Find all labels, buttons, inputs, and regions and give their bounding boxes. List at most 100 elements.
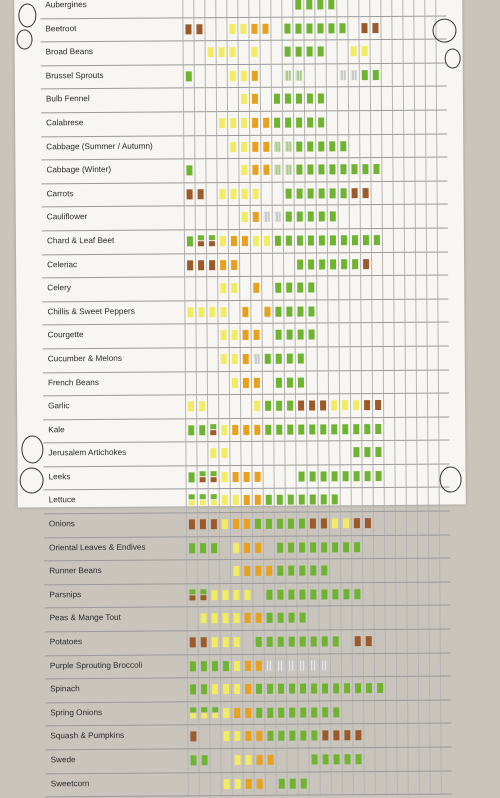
- grid-cell: [293, 111, 305, 135]
- grid-cell: [263, 583, 275, 607]
- grid-cell: [227, 206, 239, 230]
- grid-cell: [293, 158, 305, 182]
- activity-mark: [189, 589, 196, 595]
- grid-cell: [216, 230, 229, 253]
- grid-cell: [380, 63, 392, 87]
- activity-mark: [256, 754, 263, 765]
- activity-mark: [209, 259, 216, 270]
- grid-cell: [348, 229, 361, 252]
- table-row: Cabbage (Winter): [41, 157, 448, 185]
- activity-mark: [355, 730, 362, 741]
- activity-mark: [190, 707, 197, 713]
- activity-mark: [234, 778, 241, 789]
- grid-cell: [216, 182, 228, 206]
- grid-cell: [405, 393, 417, 417]
- grid-cell: [205, 135, 217, 159]
- grid-cell: [259, 40, 271, 64]
- grid-cell: [381, 158, 393, 181]
- activity-mark: [331, 518, 338, 529]
- table-row: Lettuce: [43, 488, 450, 515]
- grid-cell: [337, 205, 349, 229]
- grid-cell: [250, 253, 262, 277]
- grid-cell: [415, 370, 428, 393]
- grid-cell: [427, 417, 439, 440]
- activity-mark: [199, 500, 206, 506]
- activity-mark: [329, 188, 336, 199]
- grid-cell: [220, 701, 232, 725]
- grid-cell: [261, 324, 273, 347]
- grid-cell: [385, 700, 397, 724]
- activity-mark: [231, 283, 238, 294]
- grid-cell: [306, 418, 318, 441]
- activity-mark: [274, 164, 281, 175]
- grid-cell: [274, 654, 286, 677]
- leaf-drawing-bottom-right: [439, 466, 462, 493]
- activity-mark: [322, 730, 329, 741]
- grid-cell: [229, 513, 241, 536]
- grid-cell: [319, 771, 331, 795]
- activity-mark: [188, 519, 195, 530]
- activity-mark: [274, 141, 281, 152]
- activity-mark: [300, 707, 307, 718]
- activity-mark: [273, 94, 280, 105]
- grid-cell: [294, 323, 306, 347]
- grid-cell: [337, 181, 349, 205]
- grid-cell: [193, 17, 205, 41]
- activity-mark: [197, 235, 204, 241]
- table-row: Leeks: [43, 464, 450, 491]
- grid-cell: [427, 535, 440, 558]
- grid-cell: [372, 512, 384, 535]
- grid-cell: [197, 584, 209, 607]
- activity-mark: [318, 117, 325, 128]
- grid-cell: [336, 16, 348, 40]
- activity-mark: [231, 330, 238, 341]
- grid-cell: [314, 16, 326, 40]
- activity-mark: [276, 400, 283, 411]
- grid-cell: [358, 63, 370, 87]
- table-row: Purple Sprouting Broccoli: [44, 653, 451, 680]
- activity-mark: [243, 495, 250, 506]
- grid-cell: [373, 606, 385, 630]
- grid-cell: [327, 347, 339, 370]
- activity-mark: [308, 306, 315, 317]
- activity-mark: [253, 377, 260, 388]
- grid-cell: [383, 417, 395, 441]
- grid-cell: [242, 701, 254, 725]
- activity-mark: [332, 589, 339, 600]
- vegetable-table: Aubergines Beetroot Broad Beans Brussel Spr…: [40, 0, 452, 798]
- grid-cell: [326, 111, 338, 134]
- grid-cell: [360, 370, 373, 394]
- grid-cell: [350, 512, 362, 535]
- grid-cell: [207, 466, 219, 489]
- grid-cell: [326, 205, 338, 229]
- grid-cell: [218, 465, 230, 489]
- grid-cell: [350, 535, 363, 559]
- grid-cell: [226, 64, 238, 88]
- grid-cell: [391, 16, 403, 40]
- activity-mark: [197, 189, 204, 200]
- grid-cell: [282, 182, 294, 206]
- table-row: Oriental Leaves & Endives: [44, 535, 451, 562]
- grid-cell: [347, 40, 359, 64]
- grid-cell: [328, 535, 341, 559]
- activity-mark: [221, 424, 228, 435]
- vegetable-label: Spring Onions: [50, 707, 103, 718]
- grid-cell: [348, 111, 360, 134]
- activity-mark: [208, 241, 215, 247]
- grid-cell: [413, 63, 425, 87]
- grid-cell: [305, 276, 317, 300]
- grid-cell: [305, 370, 318, 394]
- grid-cell: [261, 253, 273, 276]
- grid-cell: [283, 371, 296, 394]
- activity-mark: [256, 707, 263, 718]
- activity-mark: [253, 330, 260, 341]
- grid-cell: [425, 204, 437, 228]
- grid-cell: [264, 772, 276, 796]
- grid-cell: [208, 583, 220, 607]
- activity-mark: [344, 754, 351, 765]
- activity-mark: [234, 731, 241, 742]
- grid-cell: [347, 0, 359, 16]
- grid-cell: [297, 701, 309, 725]
- table-row: Sweetcorn: [45, 771, 452, 798]
- activity-mark: [331, 471, 338, 482]
